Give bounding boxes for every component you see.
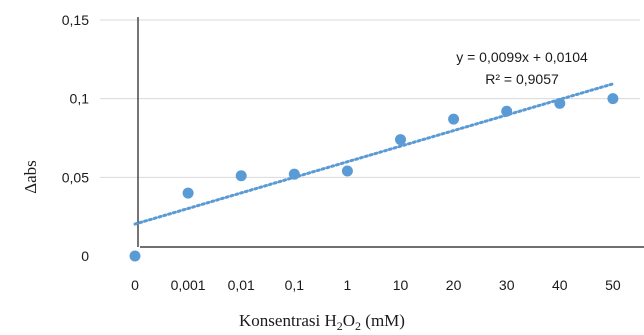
trendline-equation: y = 0,0099x + 0,0104 [456, 49, 588, 65]
gridlines [100, 19, 640, 178]
data-point [607, 93, 619, 105]
x-tick-label: 0 [131, 277, 139, 293]
x-tick-label: 10 [393, 277, 409, 293]
x-tick-label: 50 [605, 277, 621, 293]
data-point [341, 165, 353, 177]
data-point [448, 113, 460, 125]
x-tick-label: 30 [499, 277, 515, 293]
x-axis-title: Konsentrasi H2O2 (mM) [239, 311, 405, 333]
y-tick-label: 0,05 [62, 169, 89, 185]
y-tick-labels: 0 0,05 0,1 0,15 [62, 12, 89, 264]
data-point [129, 250, 141, 262]
y-axis-title: Δabs [21, 160, 40, 194]
y-tick-label: 0,15 [62, 12, 89, 28]
x-axis-title-part: Konsentrasi H [239, 311, 337, 330]
x-tick-label: 1 [344, 277, 352, 293]
x-tick-label: 0,001 [171, 277, 206, 293]
data-point [501, 105, 513, 117]
data-point [554, 97, 566, 109]
data-point [288, 168, 300, 180]
y-tick-label: 0,1 [70, 91, 90, 107]
axes [137, 17, 644, 248]
x-axis-title-part: (mM) [361, 311, 405, 330]
x-tick-label: 20 [446, 277, 462, 293]
data-point [182, 187, 194, 199]
x-tick-label: 40 [552, 277, 568, 293]
data-point [235, 170, 247, 182]
x-tick-label: 0,01 [228, 277, 255, 293]
x-axis-title-subscript: 2 [337, 319, 343, 333]
data-points [129, 93, 619, 262]
y-tick-label: 0 [81, 248, 89, 264]
trendline-r-squared: R² = 0,9057 [485, 71, 559, 87]
x-axis-title-subscript: 2 [355, 319, 361, 333]
x-axis-title-part: O [343, 311, 355, 330]
trendline-path [133, 82, 615, 226]
x-tick-label: 0,1 [285, 277, 305, 293]
trendline [133, 82, 615, 226]
data-point [395, 134, 406, 146]
x-tick-labels: 0 0,001 0,01 0,1 1 10 20 30 40 50 [131, 277, 621, 293]
